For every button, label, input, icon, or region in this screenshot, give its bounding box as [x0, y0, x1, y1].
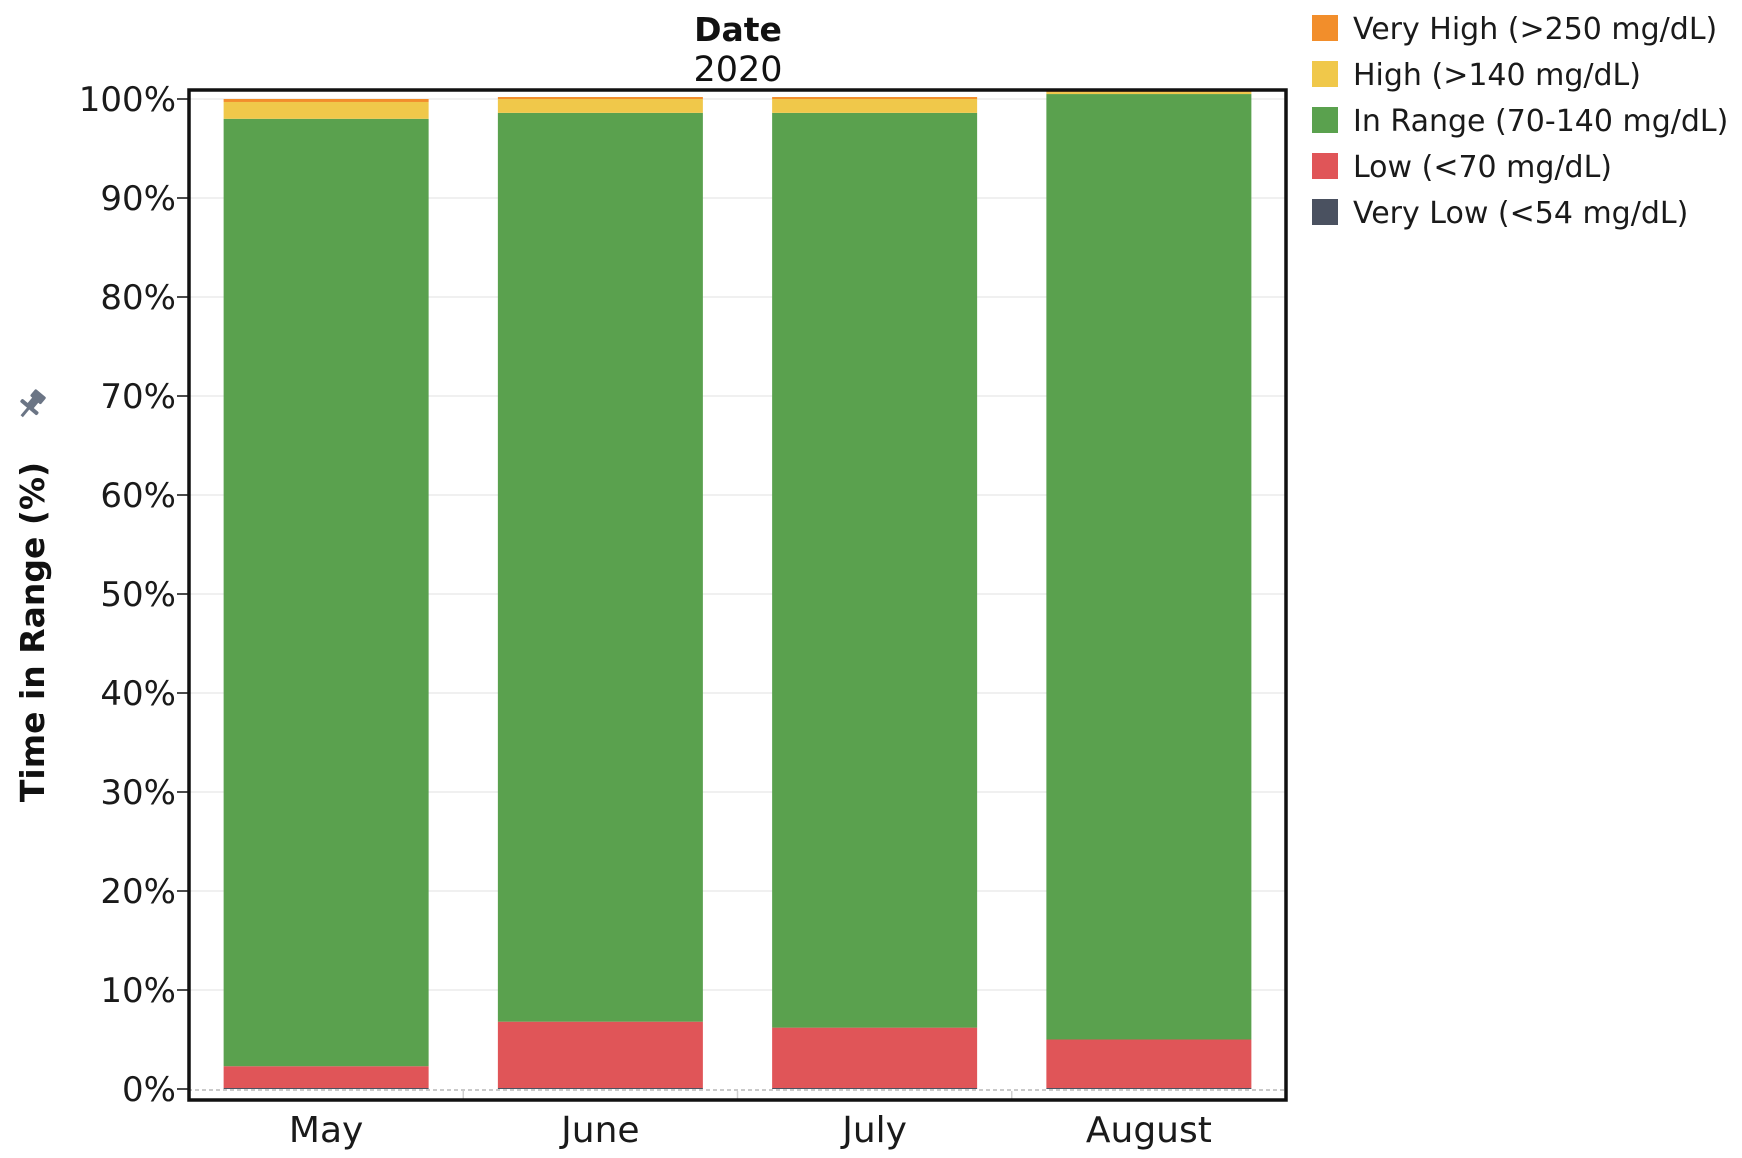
- y-tick-label: 0%: [122, 1070, 176, 1110]
- bar-segment[interactable]: [1046, 1039, 1252, 1089]
- x-axis-labels: May June July August: [289, 1091, 1212, 1151]
- bar-segment[interactable]: [772, 97, 978, 99]
- bars: [223, 89, 1252, 1089]
- y-tick-label: 90%: [100, 179, 176, 219]
- plot-frame: [187, 88, 1288, 1102]
- bar-segment[interactable]: [1046, 94, 1252, 1040]
- bar-segment[interactable]: [1046, 92, 1252, 95]
- x-tick-label: August: [1086, 1110, 1212, 1151]
- bar-segment[interactable]: [772, 1088, 978, 1089]
- bar-segment[interactable]: [223, 1066, 429, 1089]
- y-tick-label: 70%: [100, 377, 176, 417]
- chart-title: Date: [694, 10, 782, 49]
- y-tick-label: 80%: [100, 278, 176, 318]
- x-tick-label: July: [840, 1110, 907, 1151]
- y-axis-ticks: 0% 10% 20% 30% 40% 50% 60% 70% 80% 90% 100%: [79, 80, 189, 1110]
- bar-segment[interactable]: [223, 99, 429, 102]
- legend-swatch[interactable]: [1312, 153, 1338, 179]
- y-tick-label: 30%: [100, 773, 176, 813]
- x-tick-label: May: [289, 1110, 363, 1151]
- bar-segment[interactable]: [772, 1027, 978, 1089]
- bar-segment[interactable]: [223, 1088, 429, 1089]
- y-tick-label: 50%: [100, 575, 176, 615]
- bar-segment[interactable]: [772, 99, 978, 113]
- bar-segment[interactable]: [1046, 1088, 1252, 1089]
- y-tick-label: 60%: [100, 476, 176, 516]
- legend-label[interactable]: In Range (70-140 mg/dL): [1353, 104, 1728, 139]
- bar-segment[interactable]: [223, 101, 429, 119]
- bar-segment[interactable]: [497, 112, 703, 1022]
- bar-segment[interactable]: [497, 1021, 703, 1089]
- bar-segment[interactable]: [497, 97, 703, 99]
- bar-segment[interactable]: [497, 1088, 703, 1089]
- y-tick-label: 20%: [100, 872, 176, 912]
- legend-swatch[interactable]: [1312, 15, 1338, 41]
- x-tick-label: June: [559, 1110, 639, 1151]
- bar-segment[interactable]: [772, 112, 978, 1028]
- legend-label[interactable]: High (>140 mg/dL): [1353, 58, 1641, 93]
- legend-swatch[interactable]: [1312, 107, 1338, 133]
- y-tick-label: 10%: [100, 971, 176, 1011]
- y-tick-label: 40%: [100, 674, 176, 714]
- legend-label[interactable]: Very High (>250 mg/dL): [1353, 12, 1717, 47]
- bar-segment[interactable]: [223, 118, 429, 1067]
- legend-label[interactable]: Very Low (<54 mg/dL): [1353, 196, 1688, 231]
- legend: Very High (>250 mg/dL) High (>140 mg/dL) I…: [1312, 12, 1728, 231]
- y-tick-label: 100%: [79, 80, 176, 120]
- bar-segment[interactable]: [497, 99, 703, 113]
- y-axis-label: Time in Range (%): [13, 462, 52, 802]
- legend-label[interactable]: Low (<70 mg/dL): [1353, 150, 1612, 185]
- legend-swatch[interactable]: [1312, 61, 1338, 87]
- legend-swatch[interactable]: [1312, 199, 1338, 225]
- pin-icon[interactable]: [13, 386, 49, 423]
- chart-subtitle: 2020: [693, 50, 782, 90]
